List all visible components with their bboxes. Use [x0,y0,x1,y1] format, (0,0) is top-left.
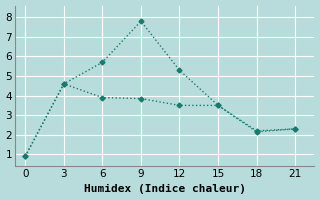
X-axis label: Humidex (Indice chaleur): Humidex (Indice chaleur) [84,184,246,194]
